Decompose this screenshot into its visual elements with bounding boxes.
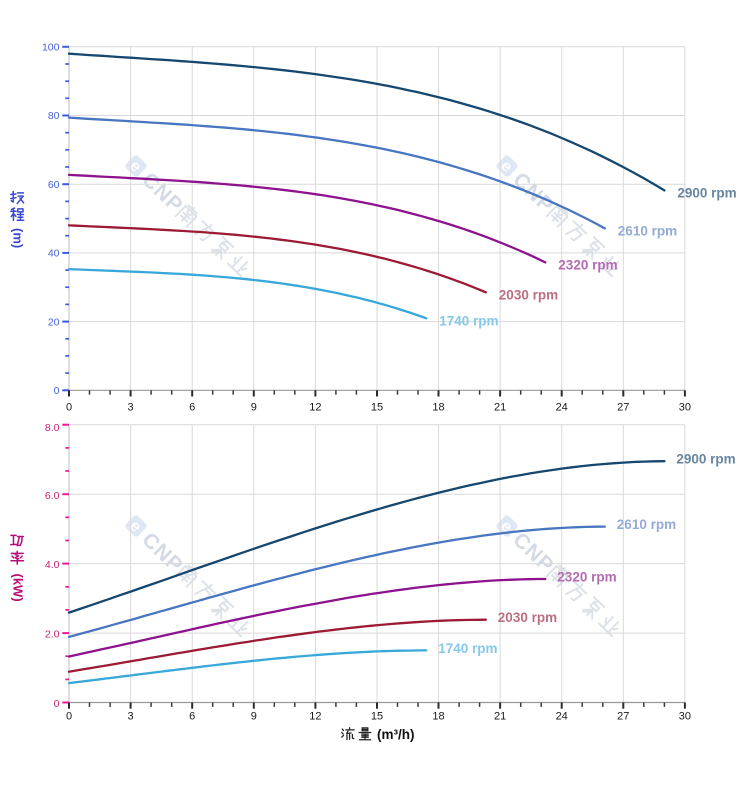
svg-text:(m): (m) [11, 228, 26, 248]
svg-text:80: 80 [48, 110, 60, 122]
svg-text:0: 0 [66, 710, 72, 722]
svg-text:18: 18 [432, 401, 444, 413]
svg-text:100: 100 [42, 42, 60, 54]
svg-text:12: 12 [309, 710, 321, 722]
svg-text:18: 18 [432, 710, 444, 722]
svg-text:21: 21 [494, 710, 506, 722]
svg-text:2030 rpm: 2030 rpm [498, 610, 557, 625]
svg-text:15: 15 [371, 710, 383, 722]
svg-text:(m³/h): (m³/h) [377, 727, 415, 742]
svg-text:2900 rpm: 2900 rpm [676, 452, 735, 467]
svg-text:3: 3 [128, 401, 134, 413]
svg-text:60: 60 [48, 179, 60, 191]
svg-text:1740 rpm: 1740 rpm [439, 313, 498, 328]
svg-text:2900 rpm: 2900 rpm [677, 185, 736, 200]
svg-text:2320 rpm: 2320 rpm [558, 257, 617, 272]
svg-text:15: 15 [371, 401, 383, 413]
svg-text:21: 21 [494, 401, 506, 413]
svg-text:9: 9 [251, 710, 257, 722]
svg-text:2320 rpm: 2320 rpm [557, 570, 616, 585]
svg-text:3: 3 [128, 710, 134, 722]
svg-text:30: 30 [679, 401, 691, 413]
svg-text:2.0: 2.0 [45, 629, 60, 641]
svg-text:0: 0 [54, 698, 60, 710]
svg-text:2610 rpm: 2610 rpm [617, 517, 676, 532]
svg-text:40: 40 [48, 248, 60, 260]
svg-text:9: 9 [251, 401, 257, 413]
svg-text:(kW): (kW) [11, 574, 26, 602]
svg-text:8.0: 8.0 [45, 422, 60, 434]
svg-text:4.0: 4.0 [45, 559, 60, 571]
svg-text:6: 6 [189, 710, 195, 722]
svg-text:1740 rpm: 1740 rpm [438, 641, 497, 656]
svg-text:2030 rpm: 2030 rpm [499, 287, 558, 302]
svg-text:24: 24 [556, 710, 568, 722]
svg-text:6.0: 6.0 [45, 490, 60, 502]
svg-text:27: 27 [617, 710, 629, 722]
svg-text:27: 27 [617, 401, 629, 413]
svg-text:12: 12 [309, 401, 321, 413]
svg-text:30: 30 [679, 710, 691, 722]
svg-text:0: 0 [66, 401, 72, 413]
svg-text:0: 0 [54, 385, 60, 397]
svg-text:20: 20 [48, 316, 60, 328]
svg-text:24: 24 [556, 401, 568, 413]
svg-text:2610 rpm: 2610 rpm [618, 223, 677, 238]
svg-text:6: 6 [189, 401, 195, 413]
